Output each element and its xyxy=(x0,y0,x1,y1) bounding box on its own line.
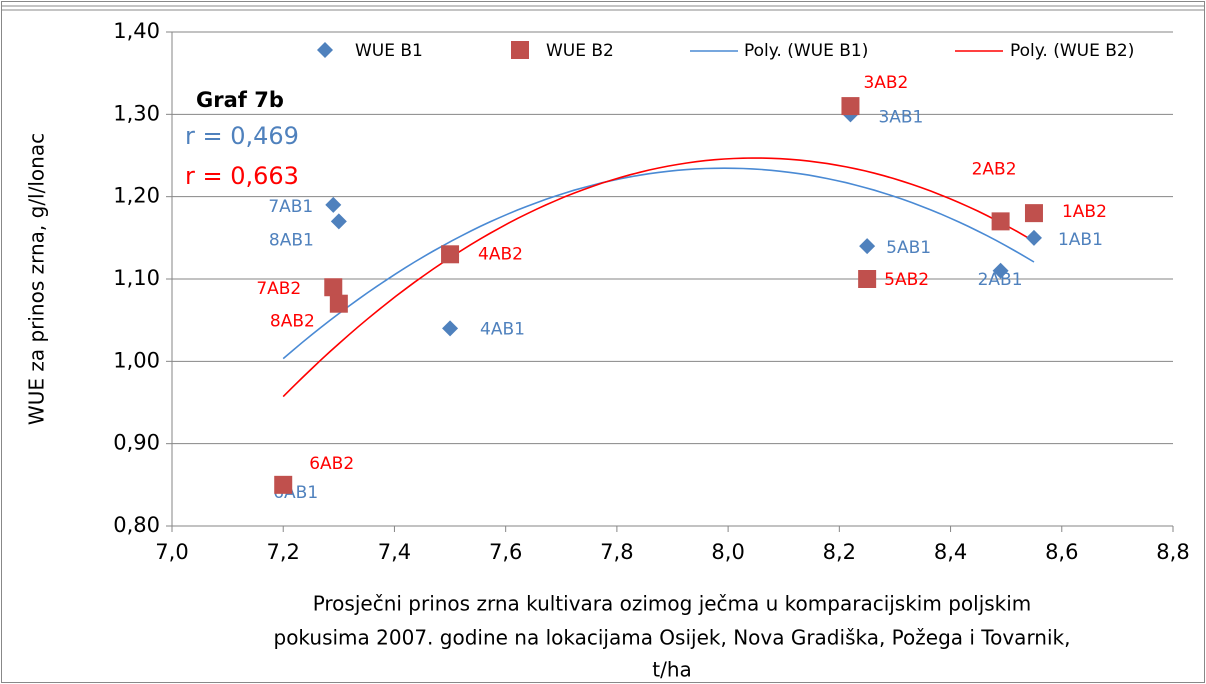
y-tick-label: 1,10 xyxy=(113,266,160,290)
x-axis-label: pokusima 2007. godine na lokacijama Osij… xyxy=(274,626,1071,650)
point xyxy=(324,278,343,297)
point-label: 3AB2 xyxy=(863,73,908,93)
point xyxy=(1025,229,1042,246)
point-label: 7AB2 xyxy=(256,279,301,299)
point-label: 6AB2 xyxy=(309,454,354,474)
point xyxy=(1024,204,1043,223)
y-axis-label: WUE za prinos zrna, g/l/lonac xyxy=(25,133,49,425)
point xyxy=(992,262,1009,279)
point xyxy=(859,238,876,255)
point xyxy=(325,196,342,213)
x-axis-label: t/ha xyxy=(652,658,692,682)
x-tick-label: 7,0 xyxy=(155,540,188,564)
point-label: 2AB1 xyxy=(978,270,1023,290)
point-label: 3AB1 xyxy=(878,107,923,127)
point xyxy=(329,294,348,313)
point xyxy=(441,245,460,264)
point-label: 8AB1 xyxy=(269,230,314,250)
x-axis-label: Prosječni prinos zrna kultivara ozimog j… xyxy=(313,592,1032,616)
point-label: 8AB2 xyxy=(270,312,315,332)
legend-label: Poly. (WUE B1) xyxy=(744,41,868,61)
y-tick-label: 0,90 xyxy=(113,431,160,455)
point-label: 5AB2 xyxy=(884,270,929,290)
point-label: 7AB1 xyxy=(268,197,313,217)
trendline xyxy=(282,157,1035,398)
point-label: 1AB2 xyxy=(1062,202,1107,222)
point xyxy=(841,97,860,116)
legend-marker xyxy=(511,41,529,59)
legend-label: WUE B1 xyxy=(355,41,423,61)
point xyxy=(858,270,877,288)
x-tick-label: 8,4 xyxy=(934,540,967,564)
x-tick-label: 8,2 xyxy=(823,540,856,564)
annotation: r = 0,663 xyxy=(185,162,299,190)
trendline xyxy=(282,167,1035,360)
y-tick-label: 1,00 xyxy=(113,348,160,372)
x-tick-label: 7,8 xyxy=(600,540,633,564)
point xyxy=(442,320,459,337)
y-tick-label: 1,20 xyxy=(113,184,160,208)
legend-label: Poly. (WUE B2) xyxy=(1010,41,1134,61)
point-label: 2AB2 xyxy=(972,159,1017,179)
point-label: 4AB1 xyxy=(480,319,525,339)
x-tick-label: 7,4 xyxy=(378,540,411,564)
point xyxy=(274,475,293,494)
y-tick-label: 1,40 xyxy=(113,19,160,43)
x-tick-label: 7,2 xyxy=(267,540,300,564)
point-label: 1AB1 xyxy=(1058,230,1103,250)
x-tick-label: 8,6 xyxy=(1045,540,1078,564)
y-tick-label: 1,30 xyxy=(113,101,160,125)
annotation: r = 0,469 xyxy=(185,122,299,150)
point xyxy=(991,212,1010,231)
y-tick-label: 0,80 xyxy=(113,513,160,537)
x-tick-label: 8,0 xyxy=(711,540,744,564)
legend-marker xyxy=(317,42,333,58)
point-label: 5AB1 xyxy=(886,238,931,258)
legend-label: WUE B2 xyxy=(546,41,614,61)
point-label: 4AB2 xyxy=(478,244,523,264)
annotation: Graf 7b xyxy=(196,88,284,112)
point xyxy=(330,213,347,230)
x-tick-label: 8,8 xyxy=(1156,540,1189,564)
x-tick-label: 7,6 xyxy=(489,540,522,564)
